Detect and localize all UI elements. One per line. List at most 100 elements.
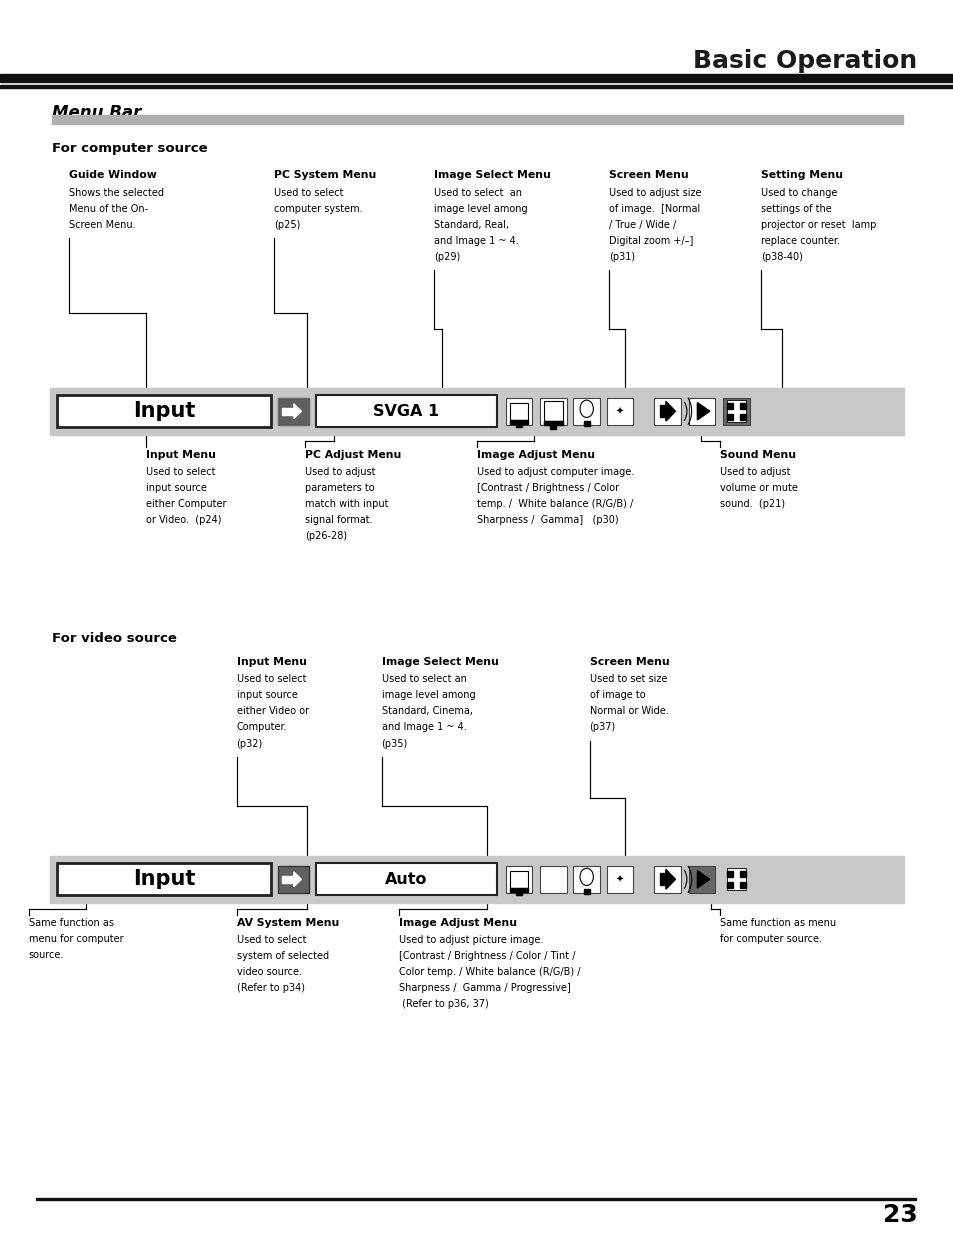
Bar — [550, 425, 556, 429]
Text: (p35): (p35) — [381, 739, 408, 748]
Bar — [315, 395, 497, 427]
Bar — [583, 889, 589, 894]
Bar — [57, 395, 271, 427]
Text: and Image 1 ~ 4.: and Image 1 ~ 4. — [434, 236, 518, 246]
Bar — [282, 408, 294, 415]
Polygon shape — [697, 871, 709, 888]
Text: Normal or Wide.: Normal or Wide. — [589, 706, 668, 716]
Bar — [573, 866, 599, 893]
Text: (Refer to p34): (Refer to p34) — [236, 983, 304, 993]
Bar — [659, 873, 665, 885]
Bar — [516, 424, 521, 427]
Text: computer system.: computer system. — [274, 204, 362, 214]
Text: projector or reset  lamp: projector or reset lamp — [760, 220, 876, 230]
Text: Auto: Auto — [385, 872, 427, 887]
Text: Used to adjust: Used to adjust — [720, 467, 790, 477]
Text: Image Adjust Menu: Image Adjust Menu — [398, 918, 517, 927]
Bar — [50, 388, 903, 435]
Bar — [543, 421, 562, 425]
Text: parameters to: parameters to — [305, 483, 375, 493]
Text: Basic Operation: Basic Operation — [693, 49, 917, 73]
Bar — [36, 1198, 915, 1200]
Text: (p26-28): (p26-28) — [305, 531, 347, 541]
Text: sound.  (p21): sound. (p21) — [720, 499, 784, 509]
Text: Same function as: Same function as — [29, 918, 113, 927]
Text: settings of the: settings of the — [760, 204, 831, 214]
Bar — [726, 882, 732, 888]
Bar — [277, 398, 309, 425]
Text: either Computer: either Computer — [146, 499, 226, 509]
Bar — [740, 414, 745, 420]
Bar — [50, 856, 903, 903]
Bar — [539, 398, 566, 425]
Text: (p37): (p37) — [589, 722, 616, 732]
Bar — [659, 405, 665, 417]
Text: Input: Input — [132, 401, 195, 421]
Text: PC Adjust Menu: PC Adjust Menu — [305, 450, 401, 459]
Text: ✦: ✦ — [616, 406, 623, 416]
Polygon shape — [697, 403, 709, 420]
Text: SVGA 1: SVGA 1 — [373, 404, 439, 419]
Bar — [726, 871, 732, 877]
Text: for computer source.: for computer source. — [720, 934, 821, 944]
Text: Color temp. / White balance (R/G/B) /: Color temp. / White balance (R/G/B) / — [398, 967, 579, 977]
Text: input source: input source — [236, 690, 297, 700]
Text: Used to adjust computer image.: Used to adjust computer image. — [476, 467, 634, 477]
Text: video source.: video source. — [236, 967, 301, 977]
Text: Used to change: Used to change — [760, 188, 837, 198]
Text: input source: input source — [146, 483, 207, 493]
Text: signal format.: signal format. — [305, 515, 373, 525]
Bar — [654, 398, 680, 425]
Text: system of selected: system of selected — [236, 951, 329, 961]
Bar — [510, 403, 527, 420]
Text: image level among: image level among — [381, 690, 475, 700]
Text: Shows the selected: Shows the selected — [69, 188, 164, 198]
Bar — [516, 892, 521, 895]
Text: Used to select: Used to select — [236, 674, 306, 684]
Text: [Contrast / Brightness / Color: [Contrast / Brightness / Color — [476, 483, 618, 493]
Text: Input: Input — [132, 869, 195, 889]
Bar — [726, 400, 745, 422]
Text: Screen Menu: Screen Menu — [589, 657, 668, 667]
Text: Standard, Cinema,: Standard, Cinema, — [381, 706, 472, 716]
Polygon shape — [294, 872, 301, 887]
Text: Used to adjust size: Used to adjust size — [608, 188, 700, 198]
Bar — [510, 420, 527, 424]
Text: volume or mute: volume or mute — [720, 483, 798, 493]
Text: Used to set size: Used to set size — [589, 674, 666, 684]
Text: For computer source: For computer source — [52, 142, 208, 156]
Bar — [726, 414, 732, 420]
Text: Used to select: Used to select — [146, 467, 215, 477]
Bar — [505, 398, 532, 425]
Text: Used to adjust picture image.: Used to adjust picture image. — [398, 935, 542, 945]
Text: ✦: ✦ — [616, 874, 623, 884]
Text: Image Select Menu: Image Select Menu — [381, 657, 497, 667]
Text: [Contrast / Brightness / Color / Tint /: [Contrast / Brightness / Color / Tint / — [398, 951, 575, 961]
Bar — [315, 863, 497, 895]
Bar — [606, 398, 633, 425]
Polygon shape — [294, 404, 301, 419]
Text: Used to select  an: Used to select an — [434, 188, 521, 198]
Text: Used to select an: Used to select an — [381, 674, 466, 684]
Text: Sharpness /  Gamma]   (p30): Sharpness / Gamma] (p30) — [476, 515, 618, 525]
Text: Used to adjust: Used to adjust — [305, 467, 375, 477]
Text: Input Menu: Input Menu — [236, 657, 306, 667]
Bar — [722, 398, 749, 425]
Bar — [740, 882, 745, 888]
Text: menu for computer: menu for computer — [29, 934, 123, 944]
Bar — [510, 888, 527, 892]
Text: 23: 23 — [882, 1203, 917, 1228]
Text: Digital zoom +/–]: Digital zoom +/–] — [608, 236, 692, 246]
Bar — [726, 868, 745, 890]
Text: either Video or: either Video or — [236, 706, 309, 716]
Text: PC System Menu: PC System Menu — [274, 170, 375, 180]
Bar — [740, 871, 745, 877]
Text: Same function as menu: Same function as menu — [720, 918, 836, 927]
Text: Menu Bar: Menu Bar — [52, 104, 142, 122]
Text: (p29): (p29) — [434, 252, 460, 262]
Bar — [543, 401, 562, 421]
Text: Guide Window: Guide Window — [69, 170, 156, 180]
Bar — [0, 74, 953, 82]
Bar — [583, 421, 589, 426]
Bar — [277, 866, 309, 893]
